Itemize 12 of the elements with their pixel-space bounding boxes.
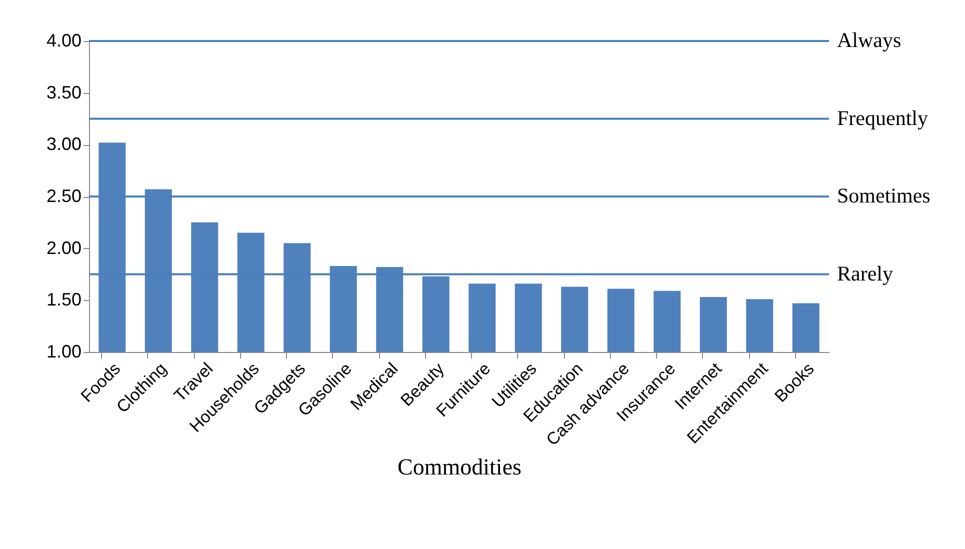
ref-line-label: Always xyxy=(837,28,902,52)
ref-line-label: Sometimes xyxy=(837,184,930,208)
y-tick-label: 2.00 xyxy=(46,238,82,258)
x-axis-title: Commodities xyxy=(398,454,522,480)
ref-line-label: Rarely xyxy=(837,261,894,286)
y-tick-label: 1.00 xyxy=(46,342,82,362)
y-tick-label: 4.00 xyxy=(46,30,82,50)
y-tick-label: 3.50 xyxy=(46,82,82,102)
y-tick-label: 2.50 xyxy=(46,186,82,206)
ref-line-label: Frequently xyxy=(837,106,928,130)
y-tick-label: 3.00 xyxy=(46,134,82,154)
y-tick-label: 1.50 xyxy=(46,290,82,310)
